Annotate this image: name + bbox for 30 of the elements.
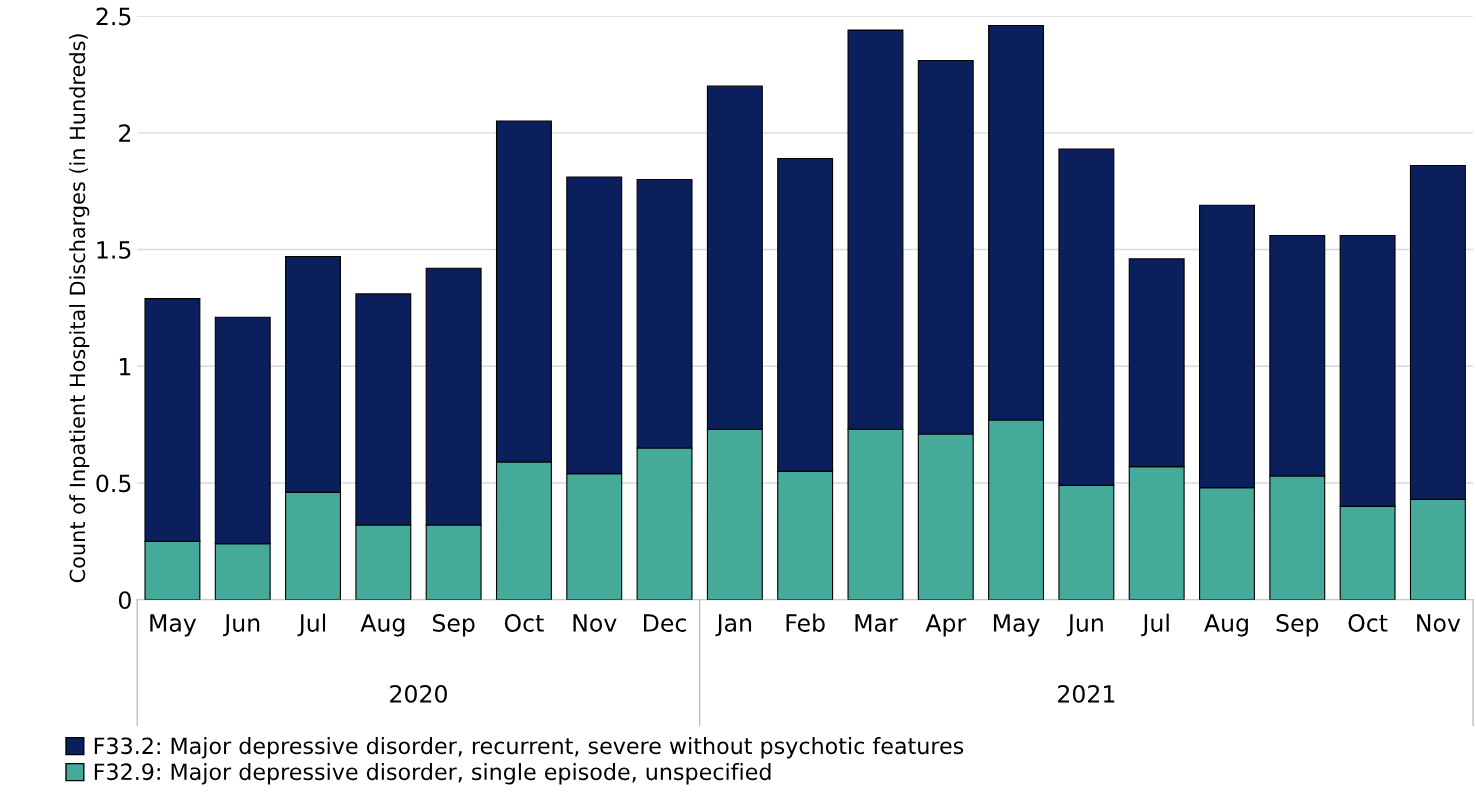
- x-tick-label: Jun: [1066, 614, 1103, 637]
- x-tick-label: Jun: [223, 614, 260, 637]
- x-tick-label: May: [150, 614, 197, 637]
- text: 2020: [390, 685, 447, 703]
- x-tick-label: Aug: [360, 614, 405, 637]
- y-tick-label: 1: [119, 358, 131, 376]
- y-tick-label: 0: [118, 591, 131, 610]
- x-tick-label: Aug: [1204, 614, 1248, 637]
- x-tick-label: Oct: [504, 614, 544, 632]
- y-tick-label: 2.5: [96, 7, 131, 26]
- x-tick-label: Oct: [1348, 614, 1388, 632]
- legend-label: F33.2: Major depressive disorder, recurrent, severe without psychotic features: [94, 737, 964, 759]
- x-tick-label: Nov: [1417, 614, 1461, 632]
- y-tick-label: 1.5: [97, 241, 131, 259]
- x-tick-label: May: [993, 614, 1040, 637]
- y-tick-label: 2: [119, 124, 131, 142]
- legend-label: F32.9: Major depressive disorder, single episode, unspecified: [94, 762, 771, 785]
- y-tick-label: 0.5: [96, 474, 131, 493]
- x-tick-label: Apr: [925, 614, 967, 637]
- x-tick-label: Sep: [1276, 614, 1319, 637]
- x-tick-label: Feb: [786, 613, 825, 632]
- x-tick-label: Jul: [1141, 613, 1169, 637]
- x-tick-label: Sep: [432, 614, 475, 637]
- x-tick-label: Dec: [644, 614, 686, 632]
- x-tick-label: Jan: [715, 614, 752, 637]
- x-tick-label: Nov: [573, 614, 617, 632]
- text: 2021: [1058, 685, 1115, 703]
- y-axis-title: Count of Inpatient Hospital Discharges (in Hundreds): [69, 34, 90, 583]
- x-tick-label: Mar: [855, 614, 898, 632]
- x-tick-label: Jul: [297, 613, 326, 637]
